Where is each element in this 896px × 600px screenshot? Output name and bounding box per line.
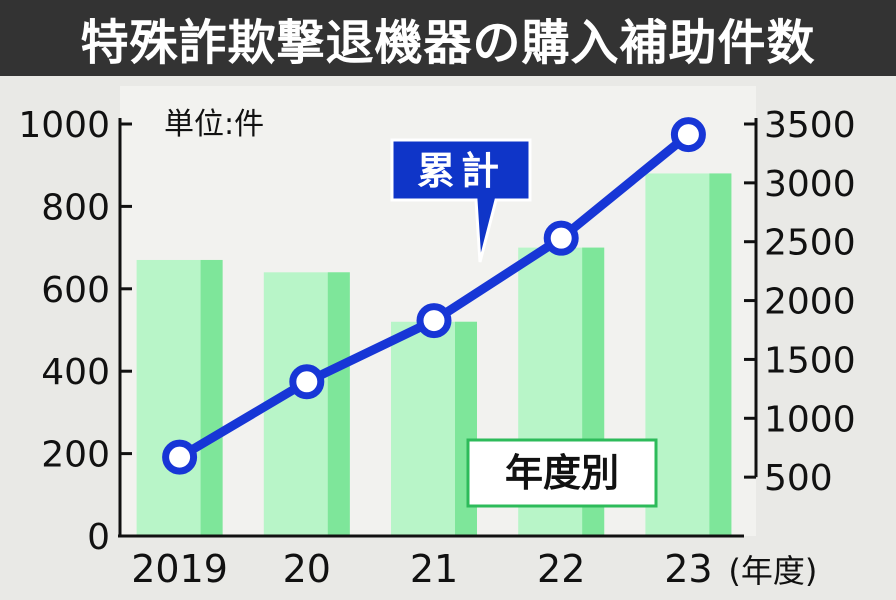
- left-tick-label: 600: [41, 270, 110, 311]
- left-tick-label: 400: [41, 352, 110, 393]
- x-tick-label: 21: [410, 547, 458, 591]
- x-tick-label: 2019: [131, 547, 228, 591]
- bar-shade: [709, 173, 732, 536]
- left-tick-label: 0: [87, 517, 110, 558]
- bar-shade: [200, 259, 223, 536]
- right-tick-label: 1500: [764, 340, 856, 381]
- line-point: [162, 439, 198, 475]
- right-tick-label: 3500: [764, 105, 856, 146]
- left-tick-label: 800: [41, 187, 110, 228]
- x-tick-label: 20: [283, 547, 331, 591]
- right-tick-label: 1000: [764, 399, 856, 440]
- left-tick-label: 200: [41, 435, 110, 476]
- right-tick-label: 2500: [764, 223, 856, 264]
- line-series-label: 累計: [417, 149, 505, 193]
- right-tick-label: 2000: [764, 282, 856, 323]
- left-tick-label: 1000: [18, 105, 110, 146]
- x-axis-suffix: (年度): [728, 552, 817, 590]
- line-callout-box: [390, 138, 532, 263]
- line-point: [289, 364, 325, 400]
- title-bar: 特殊詐欺撃退機器の購入補助件数: [0, 0, 896, 76]
- line-point: [416, 303, 452, 339]
- line-point: [670, 117, 706, 153]
- right-tick-label: 500: [764, 458, 833, 499]
- chart-title: 特殊詐欺撃退機器の購入補助件数: [80, 15, 816, 71]
- unit-label: 単位:件: [164, 107, 264, 142]
- bar-series-label-box: [466, 438, 658, 508]
- x-tick-label: 23: [664, 547, 712, 591]
- line-point: [543, 220, 579, 256]
- x-tick-label: 22: [537, 547, 585, 591]
- bar-series-label: 年度別: [505, 451, 619, 495]
- bar-shade: [327, 272, 350, 536]
- right-tick-label: 3000: [764, 164, 856, 205]
